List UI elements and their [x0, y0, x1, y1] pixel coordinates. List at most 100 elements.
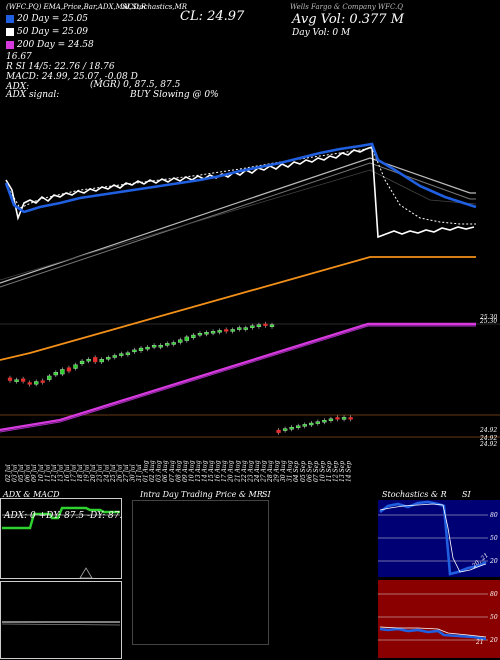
candlestick-series	[7, 321, 353, 435]
candle-body	[263, 323, 268, 327]
adx-green-line	[2, 506, 120, 530]
adx-values-label: ADX: 0 +DY: 87.5 -DY: 87.5	[3, 511, 122, 521]
candle-body	[282, 428, 288, 431]
x-axis-label: 22 Aug	[241, 460, 248, 483]
x-axis-label: 13 Sep	[339, 461, 346, 482]
x-axis-label: 13 Jul	[57, 464, 64, 482]
candle-body	[151, 345, 157, 348]
intraday-panel-title: Intra Day Trading Price & MR	[140, 490, 263, 499]
stoch-k-line	[379, 500, 487, 576]
x-axis-label: 27 Aug	[260, 460, 267, 483]
ema200-legend: 200 Day = 24.58	[6, 40, 94, 50]
candle-body	[315, 421, 321, 424]
adx-marker-triangle	[79, 567, 93, 579]
x-axis-label: 24 Jul	[103, 464, 110, 483]
x-axis-label: 28 Aug	[267, 460, 274, 483]
x-axis-label: 30 Aug	[280, 460, 287, 482]
x-axis-label: 20 Jul	[90, 464, 97, 483]
x-axis-label: 11 Jul	[44, 464, 51, 482]
x-axis-label: 05 Sep	[300, 461, 307, 482]
candle-body	[40, 380, 45, 383]
price-axis-label-3: 24.92	[479, 427, 497, 434]
candle-body	[197, 333, 203, 336]
candle-body	[165, 343, 170, 346]
x-axis-label: 16 Aug	[215, 460, 222, 482]
company-name: Wells Fargo & Company WFC.Q	[290, 3, 404, 11]
x-axis-label: 21 Aug	[234, 460, 241, 483]
x-axis-label: 23 Jul	[97, 464, 104, 483]
candle-body	[335, 417, 340, 420]
adx-legend: ADX:	[6, 82, 30, 92]
rsi-legend: R SI 14/5: 22.76 / 18.76	[6, 62, 115, 72]
price-axis-label-5: 24.92	[479, 441, 497, 448]
adx-panel-title: ADX & MACD	[3, 490, 60, 499]
adx-macd-panel: ADX: 0 +DY: 87.5 -DY: 87.5	[0, 498, 122, 659]
ema20-line	[4, 142, 477, 214]
candle-body	[256, 324, 262, 327]
close-price-label: CL: 24.97	[180, 9, 245, 24]
candle-body	[132, 349, 137, 353]
stoch-tick-80: 80	[490, 512, 498, 519]
buy-signal-label: BUY Slowing @ 0%	[130, 90, 219, 100]
candle-body	[93, 357, 98, 363]
x-axis-label: 03 Jul	[12, 464, 19, 482]
x-axis-label: 19 Jul	[84, 464, 91, 482]
candle-body	[204, 332, 209, 335]
x-axis-label: 02 Aug	[149, 460, 156, 482]
candle-body	[171, 342, 176, 345]
candle-body	[47, 375, 52, 380]
candle-body	[27, 382, 32, 385]
candle-body	[34, 381, 39, 385]
ema20-text: 20 Day = 25.05	[17, 14, 89, 24]
stoch-tick-20: 20	[489, 558, 498, 565]
day-volume: Day Vol: 0 M	[292, 28, 351, 38]
rsi-blue-line	[379, 627, 487, 641]
candle-body	[66, 367, 72, 372]
x-axis-label: 12 Jul	[51, 464, 58, 482]
price-line	[5, 145, 475, 239]
x-axis-label: 07 Sep	[313, 461, 320, 482]
rsi-bg	[378, 580, 500, 658]
candle-body	[20, 378, 26, 382]
ema200-text: 200 Day = 24.58	[17, 40, 94, 50]
rsi-value-label: 21	[475, 639, 484, 646]
candle-body	[237, 327, 242, 330]
candle-body	[217, 330, 222, 333]
candle-body	[322, 420, 327, 423]
x-axis-label: 31 Jul	[136, 464, 143, 482]
candle-body	[309, 422, 314, 426]
macd-panel-frame	[0, 581, 122, 659]
x-axis-label: 29 Aug	[274, 460, 281, 483]
rsi-value: 16.67	[6, 52, 32, 62]
upper-band-line	[0, 157, 476, 284]
main-price-chart: 25.30 25.30 24.92 24.92 24.92 02 Jul 03 J…	[0, 142, 500, 483]
candle-body	[53, 372, 58, 376]
candle-body	[243, 327, 248, 330]
candle-body	[184, 336, 190, 341]
x-axis-label: 05 Jul	[18, 464, 25, 482]
rsi-tick-50: 50	[490, 614, 498, 621]
ema20-legend: 20 Day = 25.05	[6, 14, 88, 24]
candle-body	[138, 347, 144, 351]
candle-body	[86, 359, 91, 362]
magenta-ema-shadow	[0, 325, 476, 433]
x-axis-label: 20 Aug	[228, 460, 235, 483]
x-axis-label: 10 Aug	[188, 460, 195, 482]
ema50-text: 50 Day = 25.09	[17, 27, 89, 37]
candle-body	[7, 377, 13, 381]
candle-body	[348, 417, 353, 420]
x-axis-label: 03 Aug	[156, 460, 163, 482]
price-axis-label-2: 25.30	[479, 318, 497, 325]
chart-header-indicators: (WFC.PQ) EMA,Price,Bar,ADX,MACD,R	[6, 3, 146, 11]
adx-mgr-values: (MGR) 0, 87.5, 87.5	[90, 80, 181, 90]
ema50-swatch	[6, 27, 14, 36]
x-axis-label: 12 Sep	[333, 461, 340, 482]
adx-signal-label: ADX signal:	[6, 90, 60, 100]
orange-ema-line	[0, 256, 476, 361]
x-axis-label: 07 Aug	[169, 460, 176, 482]
intraday-panel-frame	[132, 500, 269, 645]
stoch-tick-50: 50	[490, 535, 498, 542]
candle-body	[60, 369, 65, 375]
candle-body	[73, 364, 78, 369]
x-axis-label: 06 Sep	[306, 461, 313, 482]
